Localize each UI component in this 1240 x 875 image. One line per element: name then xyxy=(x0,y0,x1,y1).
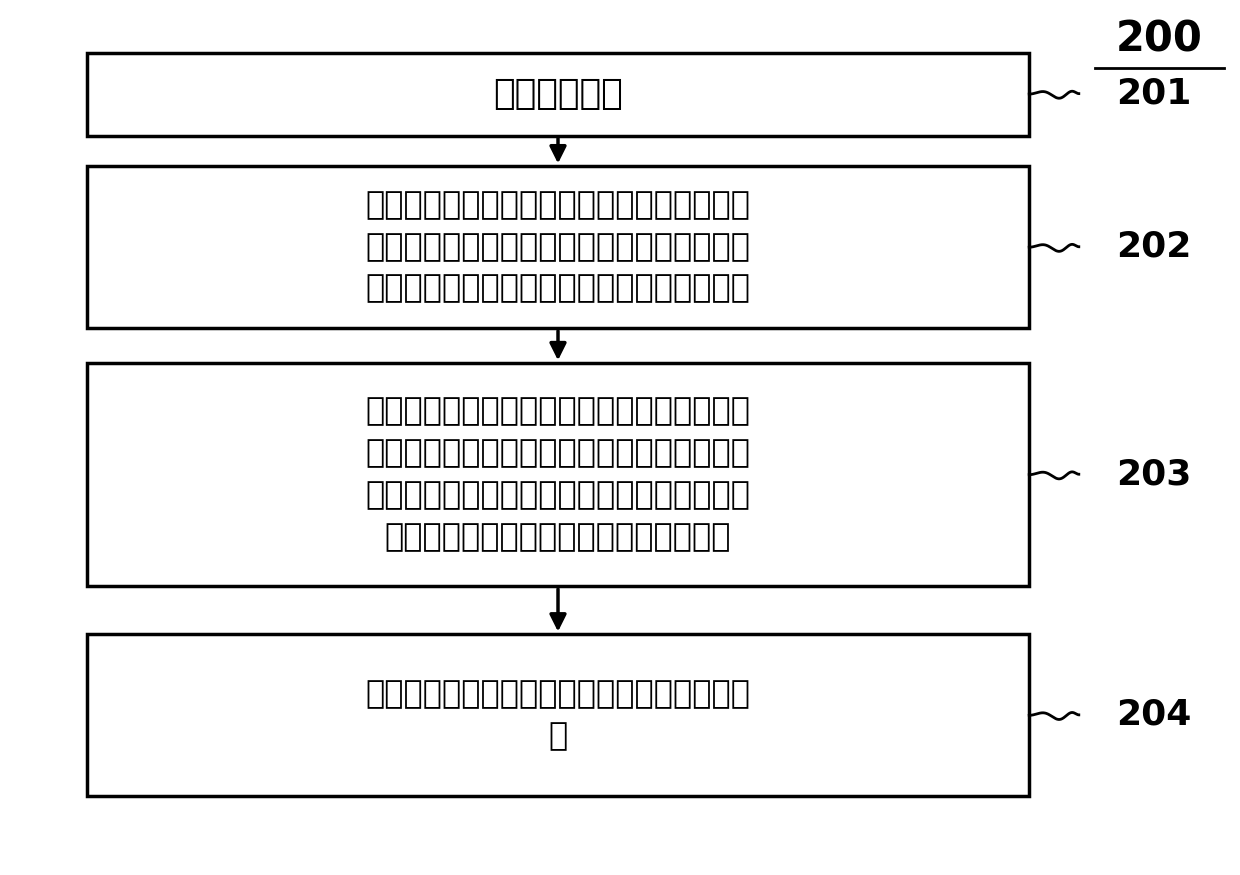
Bar xyxy=(87,363,1029,586)
Text: 202: 202 xyxy=(1116,230,1192,263)
Text: 200: 200 xyxy=(1116,18,1203,60)
Text: 基于新订单组中各个新订单的订单信息以及备
选配送单元集合中的每个备选配送单元的预设
配送区域和结束任务位置，从备选配送单元集
合中选择一个配送单元作为目标配送单: 基于新订单组中各个新订单的订单信息以及备 选配送单元集合中的每个备选配送单元的预… xyxy=(366,396,750,553)
Text: 根据至少一个配送单元中的每个配送单元的预
设配送区域和结束任务位置以及新订单组中各
个新订单的订单信息，确定备选配送单元集合: 根据至少一个配送单元中的每个配送单元的预 设配送区域和结束任务位置以及新订单组中… xyxy=(366,190,750,304)
Text: 203: 203 xyxy=(1116,458,1192,491)
Text: 201: 201 xyxy=(1116,77,1192,110)
Bar xyxy=(87,52,1029,136)
Bar xyxy=(87,166,1029,328)
Bar xyxy=(87,634,1029,796)
Text: 将新订单组中的各个新订单分配给目标配送单
元: 将新订单组中的各个新订单分配给目标配送单 元 xyxy=(366,679,750,752)
Text: 获取新订单组: 获取新订单组 xyxy=(494,77,622,111)
Text: 204: 204 xyxy=(1116,698,1192,731)
